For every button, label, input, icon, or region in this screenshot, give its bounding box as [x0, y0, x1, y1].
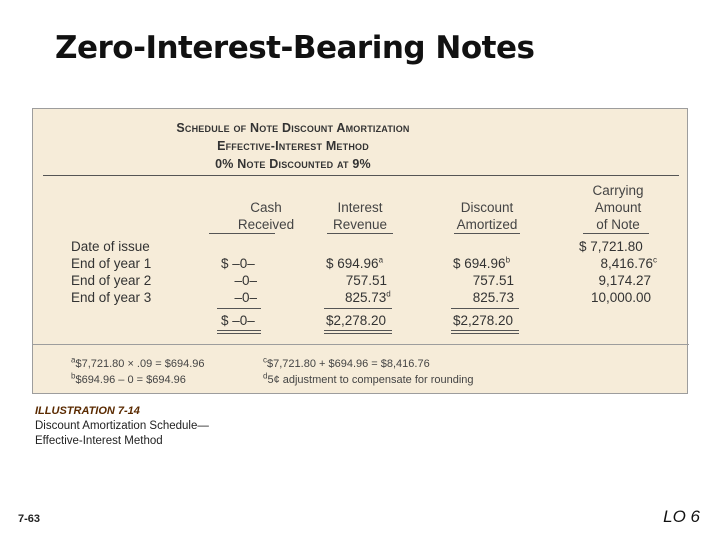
- column-header-interest: Interest Revenue: [295, 199, 425, 233]
- discount-value-year-2: 757.51: [472, 273, 514, 288]
- footnote-ref-c: c: [653, 255, 657, 265]
- total-underline-interest: [324, 308, 392, 309]
- column-header-interest-line-1: Interest: [337, 200, 383, 215]
- illustration-number: ILLUSTRATION 7-14: [35, 405, 140, 417]
- carrying-value-issue: $ 7,721.80: [579, 239, 643, 254]
- double-underline-discount-1: [451, 330, 519, 331]
- cash-value-year-2: –0–: [234, 273, 257, 288]
- footnote-a: a$7,721.80 × .09 = $694.96: [71, 355, 205, 370]
- interest-value-year-3: 825.73d: [345, 289, 391, 305]
- total-underline-cash: [217, 308, 261, 309]
- column-underline-discount: [454, 233, 520, 234]
- carrying-value-year-2: 9,174.27: [598, 273, 651, 288]
- column-header-carrying-line-1: Carrying: [592, 183, 644, 198]
- double-underline-discount-2: [451, 333, 519, 334]
- total-underline-discount: [451, 308, 519, 309]
- column-header-discount-line-2: Amortized: [456, 217, 518, 232]
- column-header-carrying-line-2: Amount: [594, 200, 642, 215]
- footnote-ref-a: a: [378, 255, 384, 265]
- row-label-year-3: End of year 3: [71, 290, 152, 305]
- footnote-ref-b: b: [505, 255, 511, 265]
- footnote-b: b$694.96 – 0 = $694.96: [71, 371, 186, 386]
- carrying-value-year-1: 8,416.76c: [600, 255, 657, 271]
- column-header-discount-line-1: Discount: [460, 200, 514, 215]
- carrying-value-year-3: 10,000.00: [590, 290, 651, 305]
- illustration-caption-line-2: Effective-Interest Method: [35, 435, 163, 447]
- column-underline-interest: [327, 233, 393, 234]
- cash-total: $ –0–: [221, 313, 255, 328]
- interest-value-year-1: $ 694.96a: [326, 255, 384, 271]
- column-header-carrying-line-3: of Note: [596, 217, 640, 232]
- schedule-heading-line-2: Effective-Interest Method: [217, 139, 369, 153]
- discount-total: $2,278.20: [453, 313, 514, 328]
- row-label-date-of-issue: Date of issue: [71, 239, 150, 254]
- footnote-c: c$7,721.80 + $694.96 = $8,416.76: [263, 355, 430, 370]
- row-label-year-2: End of year 2: [71, 273, 152, 288]
- illustration-caption: ILLUSTRATION 7-14 Discount Amortization …: [35, 404, 209, 449]
- column-underline-cash: [209, 233, 275, 234]
- illustration-caption-line-1: Discount Amortization Schedule—: [35, 420, 209, 432]
- schedule-heading: Schedule of Note Discount Amortization E…: [33, 119, 553, 173]
- column-header-cash-line-1: Cash: [250, 200, 282, 215]
- column-underline-carrying: [583, 233, 649, 234]
- discount-value-year-1: $ 694.96b: [453, 255, 511, 271]
- slide-title: Zero-Interest-Bearing Notes: [55, 30, 535, 66]
- double-underline-interest-2: [324, 333, 392, 334]
- footnote-divider: [33, 344, 689, 345]
- interest-value-year-2: 757.51: [345, 273, 387, 288]
- row-label-year-1: End of year 1: [71, 256, 152, 271]
- discount-value-year-3: 825.73: [472, 290, 514, 305]
- double-underline-cash-2: [217, 333, 261, 334]
- column-header-discount: Discount Amortized: [422, 199, 552, 233]
- schedule-table-panel: Schedule of Note Discount Amortization E…: [32, 108, 689, 394]
- cash-value-year-3: –0–: [234, 290, 257, 305]
- learning-objective-label: LO 6: [663, 507, 700, 526]
- cash-value-year-1: $ –0–: [221, 256, 255, 271]
- schedule-heading-line-1: Schedule of Note Discount Amortization: [176, 121, 410, 135]
- interest-total: $2,278.20: [326, 313, 387, 328]
- column-header-cash: Cash Received: [201, 199, 331, 233]
- schedule-heading-line-3: 0% Note Discounted at 9%: [215, 157, 371, 171]
- heading-divider: [43, 175, 679, 176]
- double-underline-interest-1: [324, 330, 392, 331]
- footnote-d: d5¢ adjustment to compensate for roundin…: [263, 371, 474, 386]
- double-underline-cash-1: [217, 330, 261, 331]
- footnote-ref-d: d: [386, 289, 391, 299]
- column-header-carrying: Carrying Amount of Note: [563, 182, 673, 233]
- column-header-interest-line-2: Revenue: [332, 217, 388, 232]
- column-header-cash-line-2: Received: [237, 217, 295, 232]
- page-number: 7-63: [18, 513, 41, 525]
